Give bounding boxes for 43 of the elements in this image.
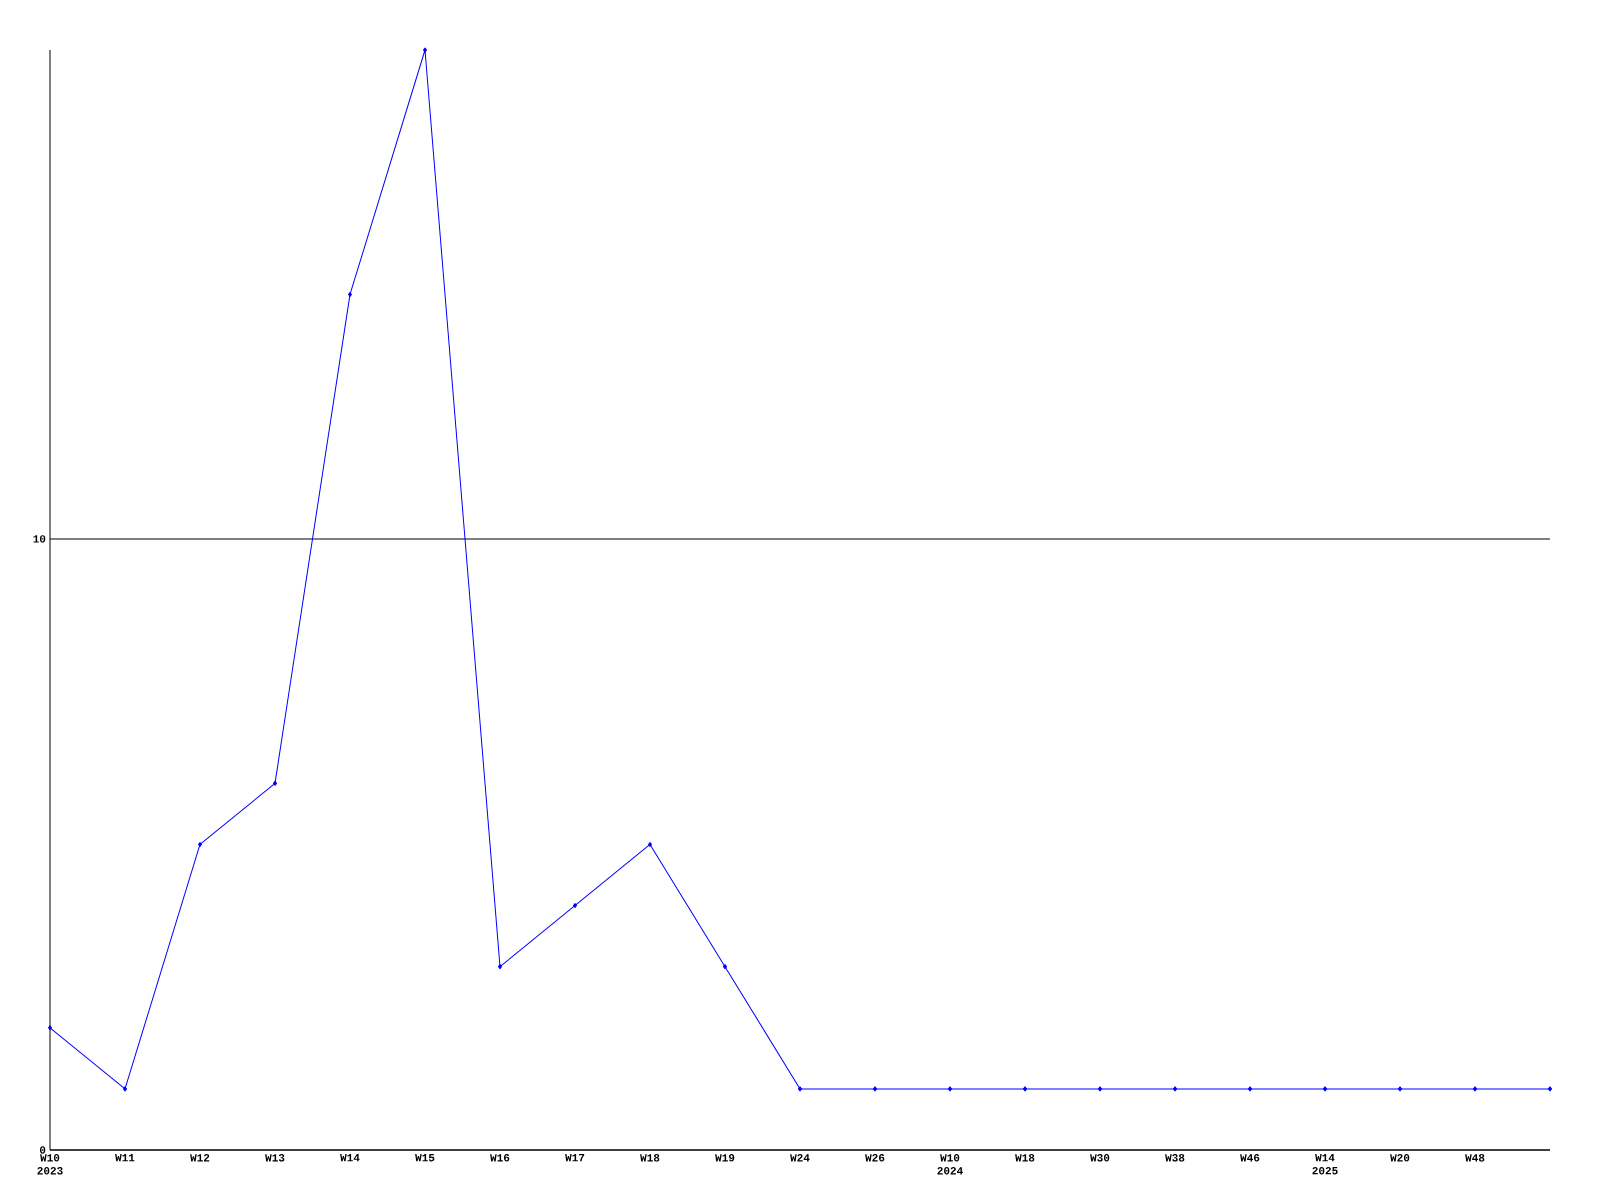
point — [798, 1086, 803, 1092]
y-tick-label: 0 — [39, 1146, 46, 1154]
point — [1098, 1086, 1103, 1092]
x-tick-label: W38 — [1165, 1154, 1185, 1162]
x-tick-label: W19 — [715, 1154, 735, 1162]
x-tick-label: W46 — [1240, 1154, 1260, 1162]
point — [573, 903, 578, 909]
point — [123, 1086, 128, 1092]
x-tick-label: W20 — [1390, 1154, 1410, 1162]
point — [1548, 1086, 1553, 1092]
point — [948, 1086, 953, 1092]
point — [1023, 1086, 1028, 1092]
point — [48, 1025, 52, 1031]
x-tick-label: W12 — [190, 1154, 210, 1162]
x-tick-label: W26 — [865, 1154, 885, 1162]
x-tick-label: W14 — [340, 1154, 360, 1162]
point — [498, 964, 503, 970]
point — [1398, 1086, 1403, 1092]
point — [648, 841, 653, 847]
x-tick-label: W48 — [1465, 1154, 1485, 1162]
point — [348, 291, 353, 297]
x-tick-label: W13 — [265, 1154, 285, 1162]
point — [873, 1086, 878, 1092]
x-tick-label: W10 2023 — [37, 1154, 63, 1175]
point — [423, 47, 428, 53]
x-tick-label: W10 2024 — [937, 1154, 963, 1175]
x-tick-label: W30 — [1090, 1154, 1110, 1162]
x-tick-label: W24 — [790, 1154, 810, 1162]
x-tick-label: W14 2025 — [1312, 1154, 1338, 1175]
y-tick-label: 10 — [33, 535, 46, 543]
point — [723, 964, 728, 970]
x-tick-label: W16 — [490, 1154, 510, 1162]
x-tick-label: W15 — [415, 1154, 435, 1162]
point — [1248, 1086, 1253, 1092]
x-tick-label: W18 — [1015, 1154, 1035, 1162]
point — [1473, 1086, 1478, 1092]
x-tick-label: W17 — [565, 1154, 585, 1162]
x-tick-label: W18 — [640, 1154, 660, 1162]
point — [1323, 1086, 1328, 1092]
point — [273, 780, 277, 786]
point — [1173, 1086, 1178, 1092]
point — [198, 841, 203, 847]
x-tick-label: W11 — [115, 1154, 135, 1162]
